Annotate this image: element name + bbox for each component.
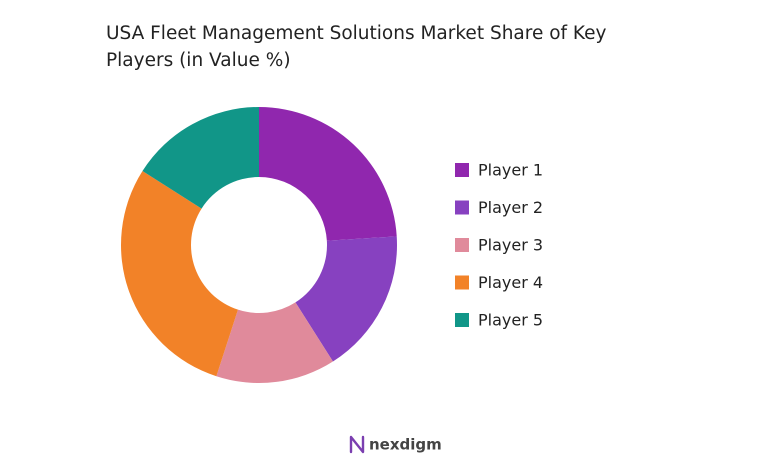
legend-swatch	[455, 200, 469, 215]
legend-label: Player 4	[478, 273, 543, 292]
legend-label: Player 3	[478, 236, 543, 255]
donut-slice	[216, 302, 333, 383]
donut-slice	[142, 107, 259, 209]
logo-icon	[349, 435, 365, 454]
donut-slice	[295, 236, 397, 362]
legend-swatch	[455, 238, 469, 252]
donut-slice	[120, 171, 238, 377]
legend-label: Player 1	[478, 161, 543, 180]
donut-slice	[259, 107, 397, 241]
legend-swatch	[455, 163, 469, 177]
legend-label: Player 2	[478, 198, 543, 217]
legend-swatch	[455, 313, 469, 327]
logo: nexdigm	[349, 435, 442, 454]
legend-swatch	[455, 275, 469, 290]
legend-label: Player 5	[478, 311, 543, 330]
chart-title: USA Fleet Management Solutions Market Sh…	[106, 23, 607, 71]
logo-text: nexdigm	[369, 436, 442, 454]
